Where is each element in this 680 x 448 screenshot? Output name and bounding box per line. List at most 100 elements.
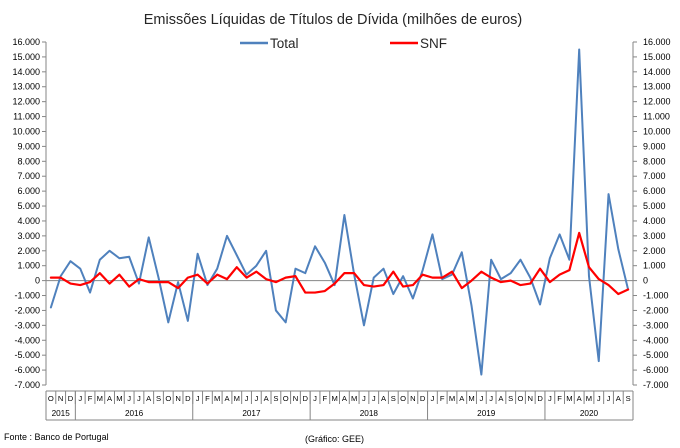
month-label: J bbox=[372, 394, 376, 403]
month-label: M bbox=[234, 394, 240, 403]
y-tick-label-right: 0 bbox=[643, 276, 648, 286]
y-tick-label-left: 4.000 bbox=[17, 216, 40, 226]
y-tick-label-left: 6.000 bbox=[17, 186, 40, 196]
year-label: 2020 bbox=[580, 409, 599, 418]
y-tick-label-right: -2.000 bbox=[643, 305, 669, 315]
month-label: J bbox=[489, 394, 493, 403]
y-tick-label-left: 10.000 bbox=[12, 126, 40, 136]
y-tick-label-right: -7.000 bbox=[643, 380, 669, 390]
month-label: M bbox=[586, 394, 592, 403]
month-label: M bbox=[97, 394, 103, 403]
y-axis-left: 16.000 15.000 14.000 13.000 12.000 11.000 10.0… bbox=[12, 37, 46, 390]
y-tick-label-left: 0 bbox=[35, 276, 40, 286]
y-tick-label-right: -3.000 bbox=[643, 320, 669, 330]
y-tick-label-right: -5.000 bbox=[643, 350, 669, 360]
year-label: 2015 bbox=[52, 409, 71, 418]
y-tick-label-left: -7.000 bbox=[14, 380, 40, 390]
month-label: J bbox=[313, 394, 317, 403]
month-label: N bbox=[175, 394, 180, 403]
month-label: A bbox=[146, 394, 152, 403]
axes bbox=[45, 42, 634, 385]
y-tick-label-left: 8.000 bbox=[17, 156, 40, 166]
month-label: D bbox=[537, 394, 543, 403]
legend-label-total: Total bbox=[270, 36, 299, 51]
month-label: O bbox=[165, 394, 171, 403]
y-tick-label-left: 15.000 bbox=[12, 52, 40, 62]
month-label: S bbox=[273, 394, 278, 403]
series-lines bbox=[49, 48, 630, 376]
y-tick-label-left: 5.000 bbox=[17, 201, 40, 211]
y-tick-label-right: 1.000 bbox=[643, 261, 666, 271]
month-label: A bbox=[616, 394, 622, 403]
source-note: Fonte : Banco de Portugal bbox=[4, 432, 109, 442]
month-label: O bbox=[48, 394, 54, 403]
y-tick-label-right: 12.000 bbox=[643, 97, 671, 107]
month-label: D bbox=[420, 394, 426, 403]
month-label: N bbox=[410, 394, 415, 403]
y-tick-label-right: 4.000 bbox=[643, 216, 666, 226]
y-tick-label-right: 7.000 bbox=[643, 171, 666, 181]
month-label: M bbox=[214, 394, 220, 403]
month-label: D bbox=[185, 394, 191, 403]
month-label: J bbox=[127, 394, 131, 403]
month-label: F bbox=[323, 394, 328, 403]
y-axis-right: 16.000 15.000 14.000 13.000 12.000 11.000 10.0… bbox=[633, 37, 671, 390]
y-tick-label-right: 5.000 bbox=[643, 201, 666, 211]
month-label: J bbox=[479, 394, 483, 403]
month-label: D bbox=[68, 394, 74, 403]
month-label: M bbox=[116, 394, 122, 403]
y-tick-label-left: 11.000 bbox=[13, 112, 40, 122]
y-tick-label-right: 10.000 bbox=[643, 126, 671, 136]
month-label: A bbox=[498, 394, 504, 403]
month-label: F bbox=[88, 394, 93, 403]
y-tick-label-left: 7.000 bbox=[17, 171, 40, 181]
month-label: N bbox=[528, 394, 533, 403]
month-label: J bbox=[78, 394, 82, 403]
month-label: F bbox=[205, 394, 210, 403]
y-tick-label-right: 9.000 bbox=[643, 141, 666, 151]
month-label: D bbox=[303, 394, 309, 403]
y-tick-label-left: 14.000 bbox=[12, 67, 40, 77]
y-tick-label-right: 6.000 bbox=[643, 186, 666, 196]
y-tick-label-right: 8.000 bbox=[643, 156, 666, 166]
month-label: S bbox=[508, 394, 513, 403]
month-label: S bbox=[391, 394, 396, 403]
month-label: N bbox=[58, 394, 63, 403]
month-label: M bbox=[449, 394, 455, 403]
y-tick-label-left: 1.000 bbox=[17, 261, 40, 271]
month-label: J bbox=[245, 394, 249, 403]
month-label: J bbox=[254, 394, 258, 403]
y-tick-label-left: 3.000 bbox=[17, 231, 40, 241]
y-tick-label-left: -4.000 bbox=[14, 335, 40, 345]
y-tick-label-right: 3.000 bbox=[643, 231, 666, 241]
y-tick-label-left: 13.000 bbox=[12, 82, 40, 92]
month-label: S bbox=[626, 394, 631, 403]
year-label: 2016 bbox=[125, 409, 144, 418]
month-label: M bbox=[351, 394, 357, 403]
year-label: 2018 bbox=[360, 409, 379, 418]
month-label: A bbox=[342, 394, 348, 403]
month-label: J bbox=[196, 394, 200, 403]
y-tick-label-right: 16.000 bbox=[643, 37, 671, 47]
month-label: F bbox=[557, 394, 562, 403]
month-label: A bbox=[264, 394, 270, 403]
y-tick-label-right: 11.000 bbox=[643, 112, 670, 122]
month-label: A bbox=[107, 394, 113, 403]
month-label: J bbox=[597, 394, 601, 403]
month-label: O bbox=[518, 394, 524, 403]
month-label: J bbox=[362, 394, 366, 403]
series-line-total bbox=[49, 48, 630, 376]
month-label: J bbox=[607, 394, 611, 403]
y-tick-label-right: 15.000 bbox=[643, 52, 671, 62]
month-label: J bbox=[431, 394, 435, 403]
y-tick-label-left: -1.000 bbox=[14, 291, 40, 301]
month-label: A bbox=[577, 394, 583, 403]
y-tick-label-right: 13.000 bbox=[643, 82, 671, 92]
legend-label-snf: SNF bbox=[420, 36, 447, 51]
month-label: A bbox=[459, 394, 465, 403]
series-line-snf bbox=[49, 231, 630, 296]
month-label: M bbox=[566, 394, 572, 403]
month-label: O bbox=[283, 394, 289, 403]
